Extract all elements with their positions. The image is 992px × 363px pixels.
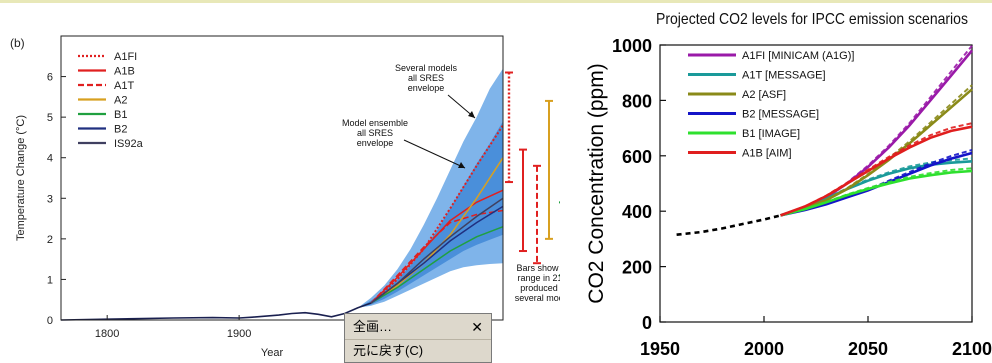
series-line-is92a	[370, 197, 504, 304]
bars-note: Bars show the	[516, 263, 560, 273]
annotation-model-ensemble: all SRES	[357, 128, 393, 138]
annotation-several-models: envelope	[408, 83, 445, 93]
annotation-model-ensemble: envelope	[357, 138, 394, 148]
legend-label: A1FI	[114, 51, 137, 63]
co2-legend-label: A1T [MESSAGE]	[742, 70, 826, 82]
co2-series-line	[780, 88, 973, 217]
x-tick-label: 1800	[95, 328, 119, 340]
co2-series-variant	[780, 84, 973, 217]
annotation-several-models: Several models	[395, 63, 458, 73]
legend-label: A1B	[114, 66, 135, 78]
panel-label: (b)	[10, 36, 25, 50]
legend-label: A1T	[114, 80, 134, 92]
co2-y-tick-label: 0	[642, 313, 652, 333]
co2-y-tick-label: 800	[622, 91, 652, 111]
annotation-several-models: all SRES	[408, 73, 444, 83]
top-border	[0, 0, 992, 3]
y-tick-label: 3	[47, 193, 53, 205]
co2-y-axis-label: CO2 Concentration (ppm)	[585, 63, 608, 303]
bars-note: range in 2100	[517, 273, 560, 283]
co2-legend-label: A1FI [MINICAM (A1G)]	[742, 50, 854, 62]
annotation-arrowhead	[458, 162, 465, 168]
co2-plot-frame	[659, 44, 973, 323]
co2-legend-label: A2 [ASF]	[742, 89, 786, 101]
annotation-arrowhead	[468, 111, 475, 118]
co2-x-tick-label: 1950	[640, 339, 680, 359]
co2-historical-line	[676, 214, 781, 236]
x-tick-label: 1900	[227, 328, 251, 340]
fullscreen-menu-item[interactable]: 全画…	[353, 319, 393, 334]
y-tick-label: 5	[47, 112, 53, 124]
co2-y-tick-label: 600	[622, 147, 652, 167]
y-tick-label: 2	[47, 234, 53, 246]
series-line-b1	[370, 225, 504, 304]
legend-label: B1	[114, 109, 127, 121]
x-axis-label: Year	[261, 347, 284, 359]
y-tick-label: 0	[47, 315, 53, 327]
plot-frame	[60, 35, 504, 321]
co2-x-tick-label: 2100	[952, 339, 992, 359]
annotation-model-ensemble: Model ensemble	[342, 118, 408, 128]
inner-envelope	[357, 121, 503, 308]
co2-x-tick-label: 2000	[744, 339, 784, 359]
restore-menu-item[interactable]: 元に戻す(C)	[345, 339, 491, 362]
bars-note: produced by	[520, 283, 560, 293]
context-popup: 全画… ✕ 元に戻す(C)	[344, 313, 492, 363]
co2-series-line	[780, 169, 973, 217]
legend-label: A2	[114, 95, 127, 107]
co2-legend: A1FI [MINICAM (A1G)] A1T [MESSAGE] A2 [ASF…	[688, 50, 854, 160]
y-axis-label: Temperature Change (°C)	[15, 115, 27, 241]
co2-y-tick-label: 200	[622, 258, 652, 278]
legend-label: IS92a	[114, 138, 144, 150]
co2-x-tick-label: 2050	[848, 339, 888, 359]
bars-note: several models	[515, 293, 560, 303]
co2-legend-label: A1B [AIM]	[742, 148, 792, 160]
historical-line	[60, 302, 372, 321]
temperature-chart: 1800190020000123456YearTemperature Chang…	[10, 35, 560, 359]
y-tick-label: 6	[47, 72, 53, 84]
series-line-a1fi	[370, 124, 504, 304]
annotation-arrow	[403, 139, 466, 169]
co2-legend-label: B2 [MESSAGE]	[742, 109, 819, 121]
legend-label: B2	[114, 124, 127, 136]
y-tick-label: 1	[47, 274, 53, 286]
co2-chart-title: Projected CO2 levels for IPCC emission s…	[656, 11, 968, 28]
series-line-a2	[370, 157, 504, 304]
co2-legend-label: B1 [IMAGE]	[742, 128, 800, 140]
y-tick-label: 4	[47, 153, 53, 165]
co2-y-tick-label: 400	[622, 202, 652, 222]
co2-y-tick-label: 1000	[612, 36, 652, 56]
close-icon[interactable]: ✕	[471, 319, 483, 335]
co2-series-line	[780, 125, 973, 217]
